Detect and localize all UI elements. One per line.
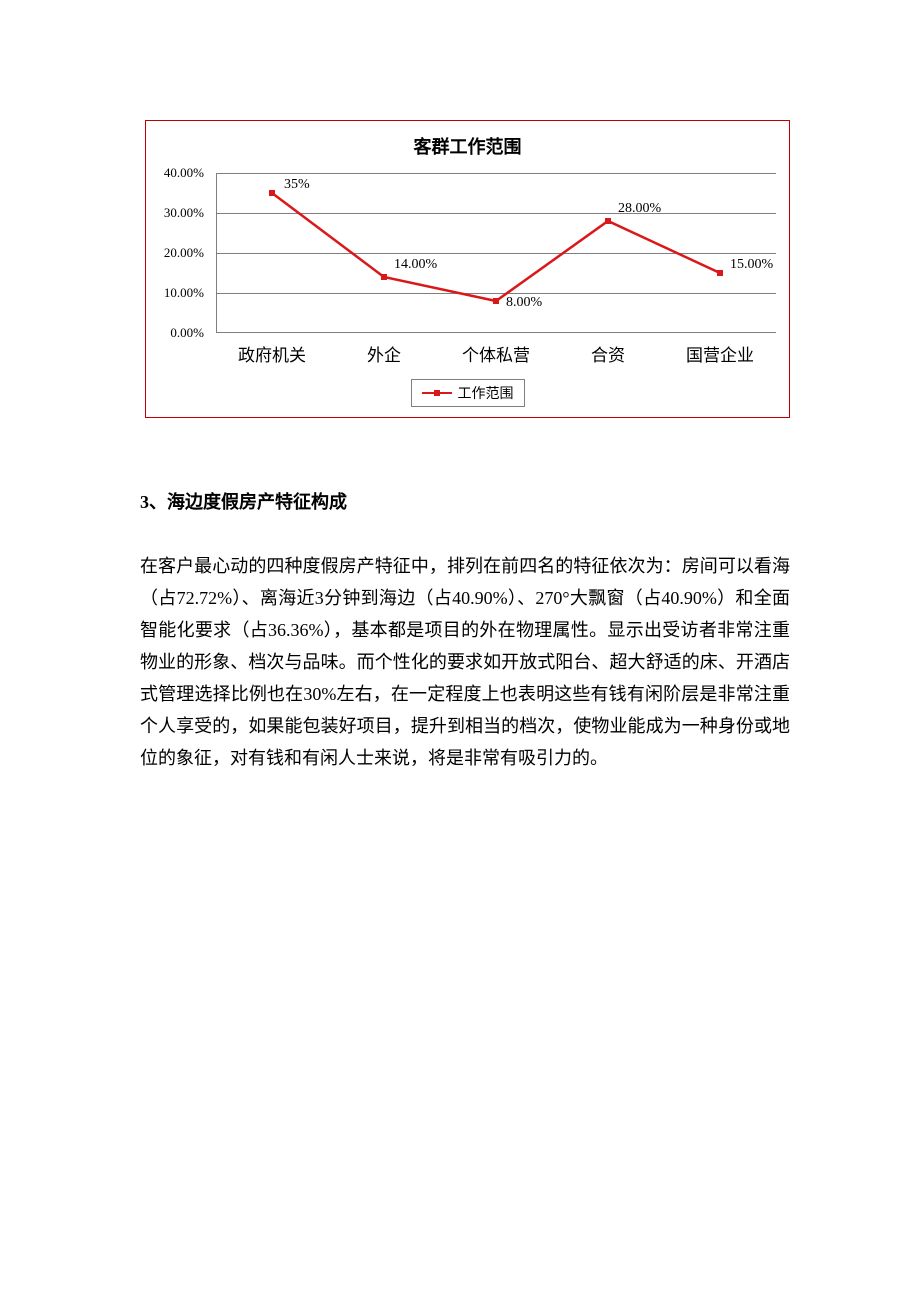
chart-line-svg [216, 173, 776, 333]
line-chart: 客群工作范围 0.00% 10.00% 20.00% 30.00% 40.00%… [145, 120, 790, 418]
y-tick-label: 20.00% [164, 245, 204, 261]
legend-line-icon [422, 392, 452, 394]
x-tick-label: 外企 [367, 341, 401, 366]
data-marker [493, 298, 499, 304]
data-marker [605, 218, 611, 224]
plot-area: 35% 14.00% 8.00% 28.00% 15.00% [216, 173, 776, 333]
data-marker [717, 270, 723, 276]
data-label: 35% [284, 177, 310, 193]
chart-legend: 工作范围 [411, 379, 525, 407]
x-tick-label: 个体私营 [462, 341, 530, 366]
y-tick-label: 10.00% [164, 285, 204, 301]
x-axis: 政府机关 外企 个体私营 合资 国营企业 [216, 341, 776, 365]
data-label: 8.00% [506, 295, 542, 311]
y-tick-label: 40.00% [164, 165, 204, 181]
y-tick-label: 0.00% [170, 325, 204, 341]
x-tick-label: 国营企业 [686, 341, 754, 366]
data-label: 15.00% [730, 257, 773, 273]
data-label: 14.00% [394, 257, 437, 273]
chart-title: 客群工作范围 [146, 121, 789, 167]
body-paragraph: 在客户最心动的四种度假房产特征中，排列在前四名的特征依次为：房间可以看海（占72… [140, 550, 790, 774]
legend-label: 工作范围 [458, 383, 514, 403]
y-axis: 0.00% 10.00% 20.00% 30.00% 40.00% [146, 173, 210, 333]
x-tick-label: 合资 [591, 341, 625, 366]
data-marker [381, 274, 387, 280]
x-tick-label: 政府机关 [238, 341, 306, 366]
data-marker [269, 190, 275, 196]
y-tick-label: 30.00% [164, 205, 204, 221]
data-label: 28.00% [618, 201, 661, 217]
legend-marker-icon [434, 390, 440, 396]
section-heading: 3、海边度假房产特征构成 [140, 488, 790, 514]
